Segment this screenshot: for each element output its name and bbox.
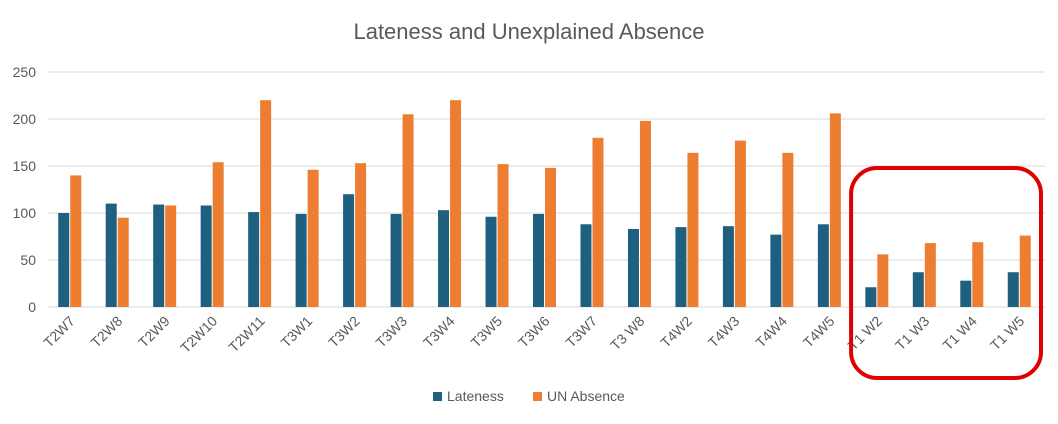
x-tick-label: T3W3 (372, 313, 410, 351)
x-tick-label: T1 W4 (939, 313, 980, 354)
bar-lateness-5 (295, 213, 307, 307)
bar-lateness-9 (485, 216, 497, 307)
legend: Lateness UN Absence (433, 388, 625, 404)
x-tick-label: T3W4 (420, 313, 458, 351)
y-tick-label-100: 100 (13, 205, 37, 221)
bar-lateness-8 (438, 210, 450, 307)
y-tick-label-150: 150 (13, 158, 37, 174)
bar-lateness-20 (1007, 272, 1019, 307)
bar-un-absence-19 (972, 242, 984, 307)
x-tick-label: T4W2 (657, 313, 695, 351)
x-tick-label: T2W7 (40, 313, 78, 351)
bar-lateness-2 (153, 204, 165, 307)
bar-un-absence-20 (1019, 235, 1031, 307)
bar-lateness-1 (105, 203, 117, 307)
x-tick-label: T3W6 (515, 313, 553, 351)
x-tick-label: T3W5 (467, 313, 505, 351)
bar-lateness-17 (865, 287, 877, 307)
bar-lateness-10 (533, 213, 544, 307)
bar-lateness-12 (627, 228, 639, 307)
highlight-box (849, 166, 1043, 380)
x-tick-label: T1 W5 (987, 313, 1028, 354)
bar-un-absence-12 (639, 120, 651, 307)
y-tick-label-50: 50 (20, 252, 36, 268)
bar-lateness-16 (817, 224, 829, 307)
x-tick-label: T4W3 (705, 313, 743, 351)
x-tick-label: T2W8 (88, 313, 126, 351)
bar-un-absence-2 (165, 205, 177, 307)
y-tick-label-250: 250 (13, 64, 37, 80)
legend-swatch-un-absence (533, 392, 542, 401)
bar-un-absence-9 (497, 164, 509, 307)
bar-un-absence-14 (734, 140, 746, 307)
bar-un-absence-3 (212, 162, 224, 307)
x-tick-label: T3W2 (325, 313, 363, 351)
legend-label-un-absence: UN Absence (547, 388, 625, 404)
x-axis-ticks: T2W7 T2W8 T2W9 T2W10 T2W11 T3W1 T3W2 T3W3 T3W4 T3… (40, 313, 1027, 356)
bar-un-absence-8 (450, 100, 462, 307)
x-tick-label: T2W10 (177, 313, 220, 356)
x-tick-label: T4W4 (752, 313, 790, 351)
bar-lateness-13 (675, 227, 687, 307)
x-tick-label: T2W9 (135, 313, 173, 351)
bar-un-absence-7 (402, 114, 414, 307)
bar-un-absence-18 (924, 243, 936, 307)
y-tick-label-0: 0 (28, 299, 36, 315)
bar-un-absence-5 (307, 169, 319, 307)
bar-lateness-3 (200, 205, 212, 307)
x-tick-label: T3W7 (562, 313, 600, 351)
bar-lateness-0 (58, 213, 70, 307)
legend-swatch-lateness (433, 392, 442, 401)
annotations (849, 166, 1043, 380)
bar-lateness-18 (912, 272, 924, 307)
y-tick-label-200: 200 (13, 111, 37, 127)
bar-un-absence-0 (70, 175, 82, 307)
bars (58, 100, 1031, 307)
bar-un-absence-16 (829, 113, 841, 307)
legend-label-lateness: Lateness (447, 388, 504, 404)
bar-lateness-7 (390, 213, 402, 307)
bar-un-absence-10 (545, 167, 556, 307)
bar-un-absence-17 (877, 254, 889, 307)
x-tick-label: T4W5 (800, 313, 838, 351)
bar-un-absence-15 (782, 152, 794, 307)
bar-un-absence-11 (592, 137, 604, 307)
x-tick-label: T2W11 (225, 313, 268, 356)
x-tick-label: T3 W8 (607, 313, 648, 354)
bar-lateness-6 (343, 194, 355, 307)
bar-lateness-4 (248, 212, 260, 307)
bar-lateness-15 (770, 234, 782, 307)
x-tick-label: T1 W3 (892, 313, 933, 354)
x-tick-label: T3W1 (278, 313, 316, 351)
bar-un-absence-1 (117, 217, 129, 307)
bar-un-absence-6 (355, 163, 367, 307)
bar-un-absence-13 (687, 152, 699, 307)
bar-lateness-14 (722, 226, 734, 307)
bar-un-absence-4 (260, 100, 272, 307)
y-axis-ticks: 0 50 100 150 200 250 (13, 64, 37, 315)
bar-lateness-19 (960, 280, 972, 307)
chart-title: Lateness and Unexplained Absence (353, 19, 704, 44)
bar-lateness-11 (580, 224, 592, 307)
